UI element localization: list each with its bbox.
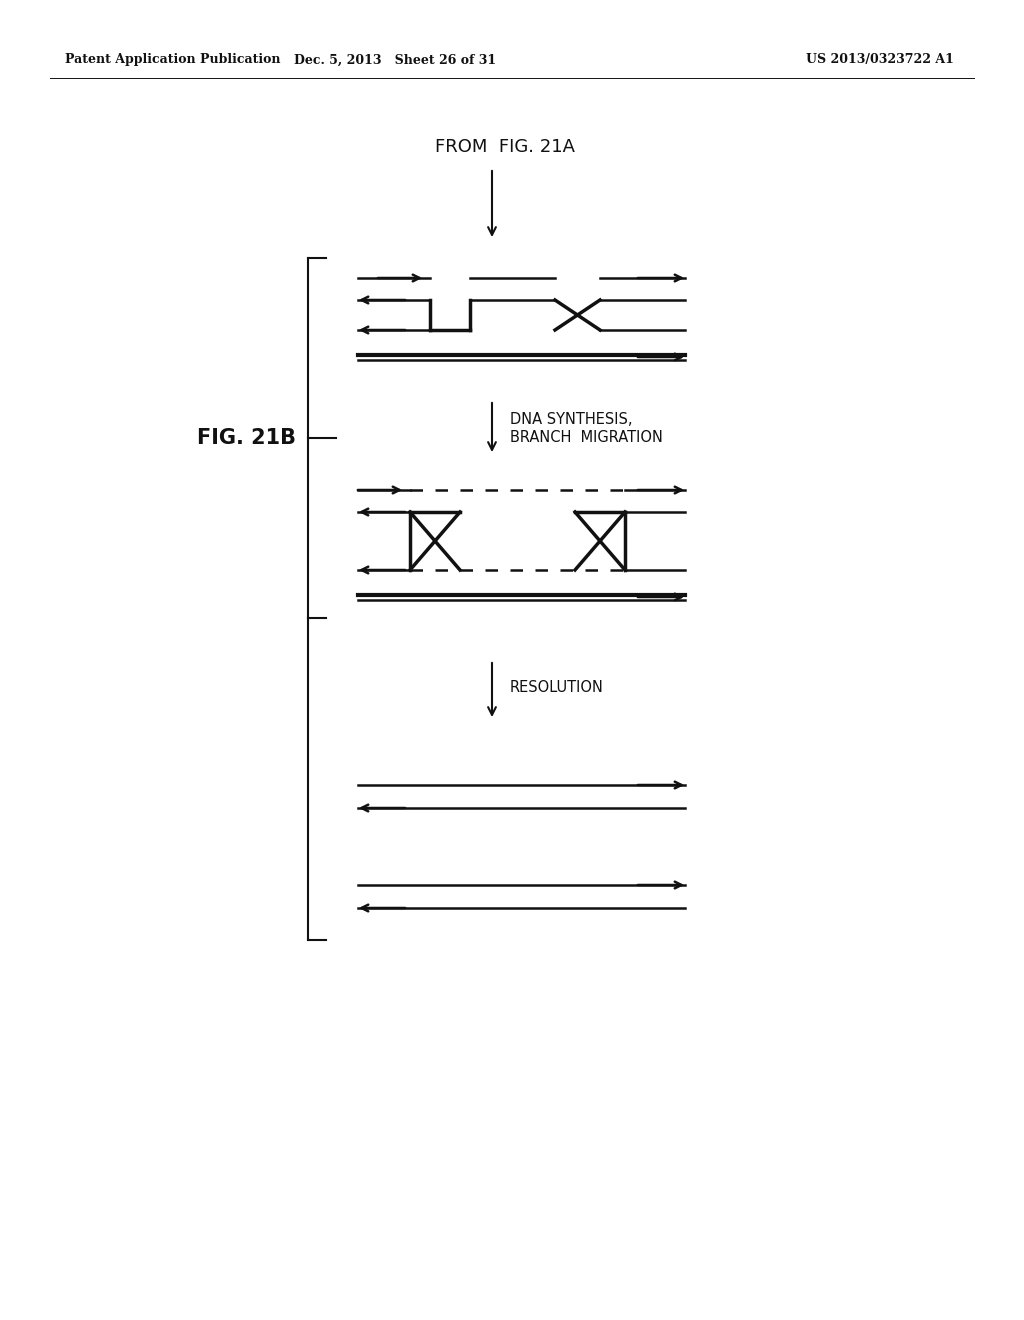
Text: FIG. 21B: FIG. 21B xyxy=(197,428,296,447)
Text: FROM  FIG. 21A: FROM FIG. 21A xyxy=(435,139,575,156)
Text: BRANCH  MIGRATION: BRANCH MIGRATION xyxy=(510,430,663,446)
Text: Patent Application Publication: Patent Application Publication xyxy=(65,54,281,66)
Text: Dec. 5, 2013   Sheet 26 of 31: Dec. 5, 2013 Sheet 26 of 31 xyxy=(294,54,496,66)
Text: RESOLUTION: RESOLUTION xyxy=(510,681,604,696)
Text: US 2013/0323722 A1: US 2013/0323722 A1 xyxy=(806,54,954,66)
Text: DNA SYNTHESIS,: DNA SYNTHESIS, xyxy=(510,412,633,428)
